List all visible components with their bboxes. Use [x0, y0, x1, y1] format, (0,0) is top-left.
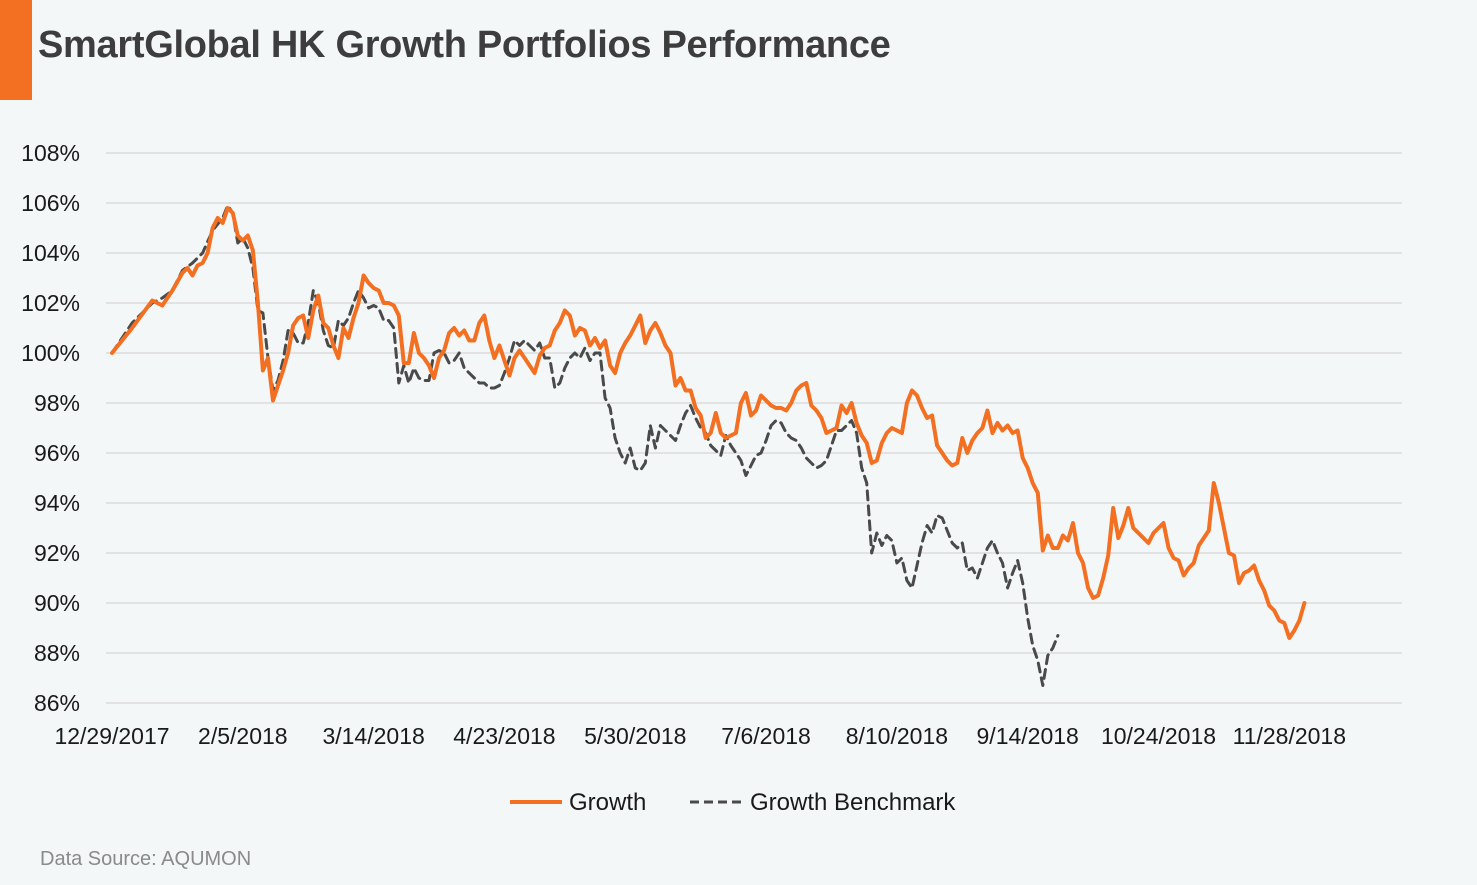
y-tick-label: 94% — [34, 490, 80, 516]
legend-label-growth-benchmark: Growth Benchmark — [750, 789, 956, 816]
y-tick-label: 96% — [34, 440, 80, 466]
series-line-growth — [110, 206, 1307, 640]
x-tick-label: 2/5/2018 — [198, 723, 288, 749]
x-tick-label: 3/14/2018 — [322, 723, 424, 749]
x-tick-label: 11/28/2018 — [1233, 723, 1346, 749]
x-axis-ticks: 12/29/2017 2/5/2018 3/14/2018 4/23/2018 5/30… — [54, 723, 1346, 749]
series-line-growth-benchmark — [110, 204, 1060, 687]
y-tick-label: 98% — [34, 390, 80, 416]
x-tick-label: 5/30/2018 — [584, 723, 686, 749]
y-tick-label: 92% — [34, 540, 80, 566]
y-axis-ticks: 108% 106% 104% 102% 100% 98% 96% 94% 92% 90% 88% 86… — [21, 140, 80, 716]
series-lines — [110, 204, 1307, 687]
y-tick-label: 100% — [21, 340, 80, 366]
y-tick-label: 102% — [21, 290, 80, 316]
x-tick-label: 9/14/2018 — [977, 723, 1079, 749]
legend-label-growth: Growth — [569, 789, 646, 816]
title-accent-bar — [0, 0, 32, 100]
y-tick-label: 86% — [34, 690, 80, 716]
y-tick-label: 108% — [21, 140, 80, 166]
data-source-note: Data Source: AQUMON — [40, 848, 252, 870]
x-tick-label: 8/10/2018 — [846, 723, 948, 749]
x-tick-label: 10/24/2018 — [1101, 723, 1216, 749]
gridlines — [106, 152, 1402, 704]
legend: Growth Growth Benchmark — [510, 789, 956, 816]
y-tick-label: 106% — [21, 190, 80, 216]
y-tick-label: 104% — [21, 240, 80, 266]
y-tick-label: 90% — [34, 590, 80, 616]
x-tick-label: 7/6/2018 — [721, 723, 811, 749]
x-tick-label: 12/29/2017 — [54, 723, 169, 749]
y-tick-label: 88% — [34, 640, 80, 666]
chart-title: SmartGlobal HK Growth Portfolios Perform… — [38, 24, 891, 66]
x-tick-label: 4/23/2018 — [453, 723, 555, 749]
